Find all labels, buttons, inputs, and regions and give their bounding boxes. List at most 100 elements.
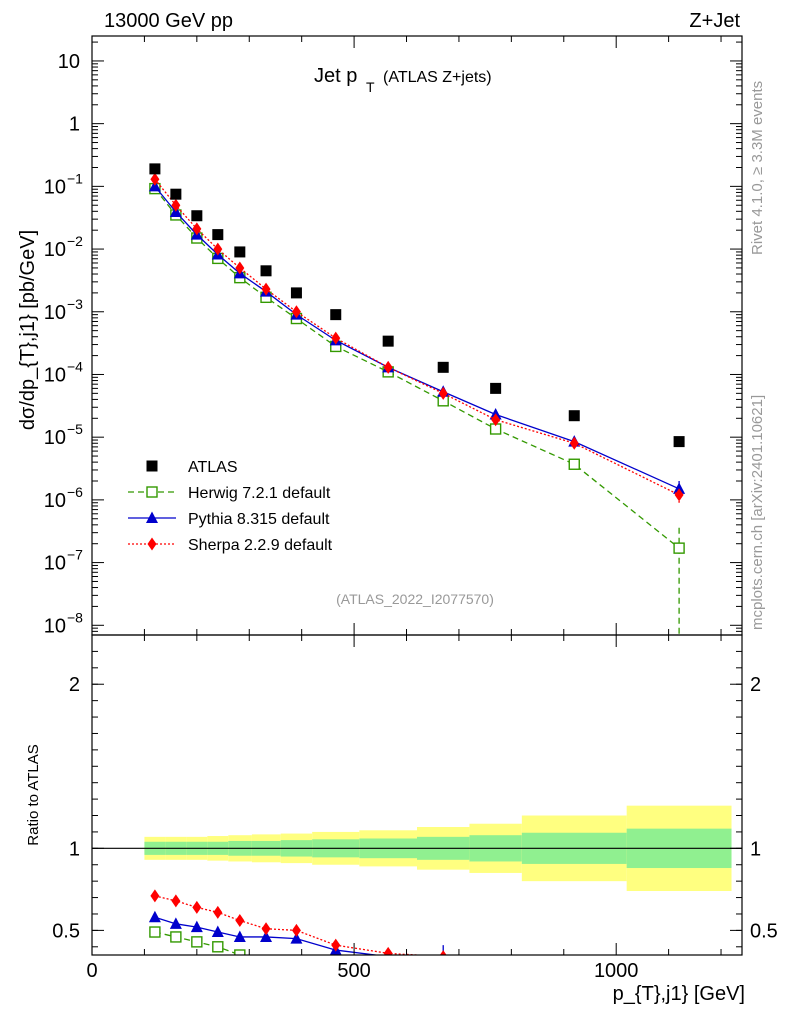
plot-title: Jet p [314, 65, 357, 87]
herwig-ratio-point [170, 931, 182, 943]
herwig-ratio-point [438, 978, 448, 988]
sherpa-ratio-point [439, 950, 447, 955]
atlas-data-point [191, 210, 203, 222]
rivet-info: Rivet 4.1.0, ≥ 3.3M events [749, 81, 766, 255]
sherpa-ratio-point [235, 914, 245, 928]
atlas-data-point [568, 410, 580, 422]
sherpa-ratio-point [570, 962, 579, 975]
ratio-frame [91, 634, 743, 956]
herwig-ratio-point [234, 949, 246, 955]
x-tick-label: 500 [337, 960, 370, 982]
herwig-ratio-point [569, 984, 579, 994]
atlas-legend-label: ATLAS [188, 459, 238, 476]
plot-title-main: Jet p [314, 65, 357, 87]
atlas-data-point [234, 246, 246, 258]
pythia-ratio-point [190, 920, 203, 933]
sherpa-legend-marker [147, 537, 157, 551]
sherpa-ratio-point [150, 889, 160, 903]
process-label: Z+Jet [689, 10, 740, 32]
pythia-ratio-point [290, 932, 303, 944]
y-tick-label: 10 [44, 490, 66, 512]
y-tick-label: 10 [44, 427, 66, 449]
ratio-y-tick-label: 2 [69, 674, 80, 696]
sherpa-ratio-point [213, 905, 223, 919]
atlas-data-point [490, 382, 502, 394]
sherpa-ratio-point [192, 900, 202, 914]
sherpa-main-point [491, 413, 501, 427]
sherpa-main-point [674, 488, 684, 502]
y-tick-label-exponent: −7 [67, 547, 83, 563]
y-tick-label: 10 [44, 302, 66, 324]
plot-title-subscript: T [366, 79, 375, 95]
pythia-ratio-point [211, 925, 224, 938]
herwig-legend-label: Herwig 7.2.1 default [188, 485, 331, 502]
sherpa-ratio-point [261, 922, 271, 936]
pythia-ratio-point [568, 960, 580, 972]
y-tick-label-base: 10 [44, 490, 66, 512]
y-tick-label-base: 10 [44, 239, 66, 261]
sherpa-main-line [154, 178, 680, 496]
pythia-ratio-point [169, 917, 182, 929]
pythia-legend-marker [146, 511, 158, 523]
y-tick-label-exponent: −4 [67, 358, 83, 374]
herwig-main-point [568, 458, 580, 470]
sherpa-ratio-point [171, 894, 181, 908]
sherpa-main-point [261, 282, 271, 296]
main-plot-series [148, 163, 686, 635]
y-axis-label-ratio: Ratio to ATLAS [25, 744, 42, 845]
y-tick-label-base: 10 [44, 176, 66, 198]
sherpa-main-point [150, 172, 160, 186]
atlas-data-point [212, 229, 224, 241]
atlas-data-point [170, 188, 182, 200]
y-tick-label: 10 [58, 51, 80, 73]
herwig-ratio-point [261, 958, 271, 968]
analysis-id: (ATLAS_2022_I2077570) [336, 591, 494, 607]
x-tick-label: 0 [86, 960, 97, 982]
herwig-ratio-point [149, 926, 161, 938]
sherpa-ratio-point [291, 923, 301, 937]
energy-label: 13000 GeV pp [104, 10, 233, 32]
pythia-legend-label: Pythia 8.315 default [188, 511, 330, 528]
y-tick-label-exponent: −6 [67, 484, 83, 500]
x-tick-label: 1000 [594, 960, 639, 982]
atlas-data-point [673, 436, 685, 448]
atlas-data-point [260, 265, 272, 277]
atlas-data-point [290, 287, 302, 299]
axes-frames [91, 35, 743, 956]
y-tick-label: 1 [69, 114, 80, 136]
sherpa-ratio-point [491, 955, 500, 968]
y-tick-label-exponent: −8 [67, 609, 83, 625]
y-tick-label: 10 [44, 239, 66, 261]
y-tick-label-base: 10 [44, 427, 66, 449]
sherpa-main-point [213, 242, 223, 256]
sherpa-main-point [569, 436, 579, 450]
y-tick-label-exponent: −5 [67, 421, 83, 437]
atlas-data-point [330, 309, 342, 321]
pythia-ratio-point [673, 970, 685, 982]
y-tick-label: 10 [44, 553, 66, 575]
y-tick-label-base: 10 [44, 553, 66, 575]
herwig-main-point [673, 542, 685, 554]
y-tick-label-base: 10 [44, 302, 66, 324]
herwig-ratio-point [212, 941, 224, 953]
y-tick-label-base: 10 [44, 364, 66, 386]
herwig-ratio-point [491, 980, 501, 990]
plot-title-suffix: (ATLAS Z+jets) [383, 69, 492, 86]
atlas-legend-marker [146, 460, 158, 472]
herwig-legend-marker [146, 486, 158, 498]
sherpa-ratio-point [331, 938, 341, 952]
sherpa-ratio-point [383, 946, 393, 955]
pythia-ratio-point [148, 910, 161, 923]
pythia-main-line [154, 185, 680, 490]
y-tick-label: 10 [44, 615, 66, 637]
legend: ATLAS Herwig 7.2.1 default Pythia 8.315 de… [128, 459, 333, 554]
y-tick-label-exponent: −3 [67, 296, 83, 312]
mcplots-info: mcplots.cern.ch [arXiv:2401.10621] [749, 395, 766, 630]
pythia-ratio-point [260, 930, 273, 942]
sherpa-main-point [171, 198, 181, 212]
pythia-main-point [673, 482, 686, 494]
y-tick-label: 10 [44, 176, 66, 198]
sherpa-legend-label: Sherpa 2.2.9 default [188, 537, 333, 554]
herwig-ratio-point [291, 963, 301, 973]
sherpa-main-point [192, 222, 202, 236]
